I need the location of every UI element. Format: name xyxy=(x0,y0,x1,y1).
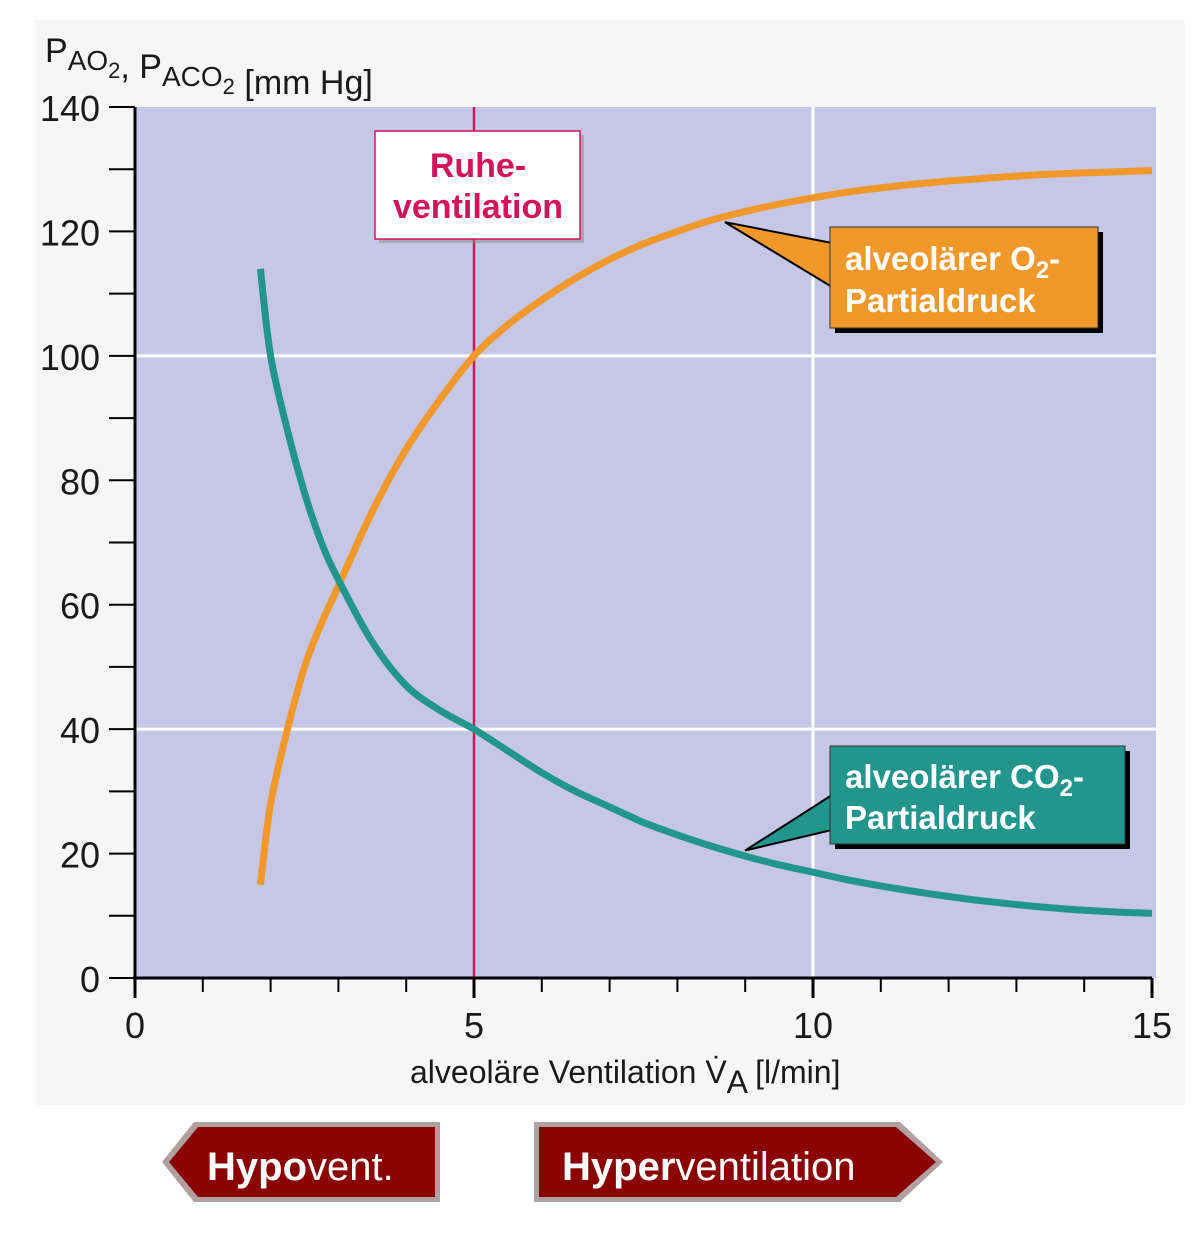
y-tick-label: 0 xyxy=(80,959,100,1000)
ventilation-arrows xyxy=(162,1122,943,1202)
y-tick-label: 140 xyxy=(40,88,100,129)
y-tick-label: 60 xyxy=(60,586,100,627)
o2-box xyxy=(829,226,1099,329)
hypoventilation-arrow-label: Hypovent. xyxy=(207,1145,394,1189)
co2-label-line1: alveolärer CO2- xyxy=(845,758,1084,802)
o2-label-line2: Partialdruck xyxy=(845,282,1036,319)
hyper-arrow-shape xyxy=(539,1127,936,1197)
x-tick-label: 10 xyxy=(793,1005,833,1046)
y-tick-label: 80 xyxy=(60,461,100,502)
co2-label-line2: Partialdruck xyxy=(845,799,1036,836)
co2-box xyxy=(829,745,1126,845)
x-axis-title: alveoläre Ventilation V̇A [l/min] xyxy=(410,1054,840,1100)
o2-label-line1: alveolärer O2- xyxy=(845,240,1060,284)
axes: 0 20 40 60 80 100 120 140 0 5 10 15 xyxy=(40,88,1172,1046)
hypo-arrow-shape xyxy=(169,1127,435,1197)
x-tick-label: 15 xyxy=(1132,1005,1172,1046)
series-line-co2 xyxy=(256,268,1153,917)
series-line-o2 xyxy=(256,167,1153,886)
axis-labels: PAO2, PACO2 [mm Hg] alveoläre Ventilation… xyxy=(45,32,840,1100)
ruhe-label-line1: Ruhe- xyxy=(430,147,526,185)
ruhe-box xyxy=(374,130,581,240)
y-tick-label: 20 xyxy=(60,835,100,876)
y-tick-label: 120 xyxy=(40,212,100,253)
y-axis-title: PAO2, PACO2 [mm Hg] xyxy=(45,32,373,102)
y-tick-label: 40 xyxy=(60,710,100,751)
x-tick-label: 5 xyxy=(464,1005,484,1046)
series xyxy=(256,167,1153,917)
hyperventilation-arrow-label: Hyperventilation xyxy=(562,1145,856,1189)
ruhe-label-line2: ventilation xyxy=(393,188,563,226)
x-tick-label: 0 xyxy=(125,1005,145,1046)
y-tick-label: 100 xyxy=(40,337,100,378)
